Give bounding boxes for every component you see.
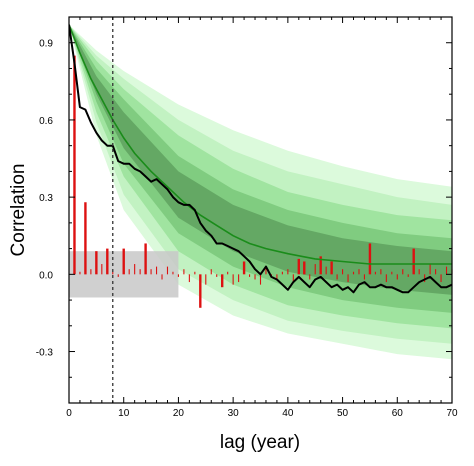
x-tick-label: 20	[173, 408, 185, 419]
x-tick-label: 40	[282, 408, 294, 419]
x-tick-label: 30	[228, 408, 240, 419]
x-tick-label: 10	[118, 408, 130, 419]
envelope-bands	[69, 24, 452, 360]
correlation-bars	[73, 55, 453, 308]
y-tick-label: 0.9	[39, 39, 53, 50]
x-tick-label: 70	[446, 408, 458, 419]
y-tick-label: 0.6	[39, 116, 53, 127]
y-tick-label: 0.3	[39, 193, 53, 204]
plot-frame	[68, 16, 453, 404]
fit-curve	[69, 24, 452, 265]
x-tick-label: 60	[392, 408, 404, 419]
x-tick-label: 50	[337, 408, 349, 419]
x-axis-title: lag (year)	[220, 432, 300, 453]
x-tick-label: 0	[66, 408, 72, 419]
y-tick-label: -0.3	[36, 348, 54, 359]
axes: 0 10 20 30 40 50 60 70 -0.3 0.0 0.3 0.6 0.9	[36, 16, 458, 419]
y-axis-title: Correlation	[8, 164, 29, 257]
y-tick-label: 0.0	[39, 270, 53, 281]
observed-curve	[69, 24, 452, 294]
curves	[69, 24, 452, 294]
